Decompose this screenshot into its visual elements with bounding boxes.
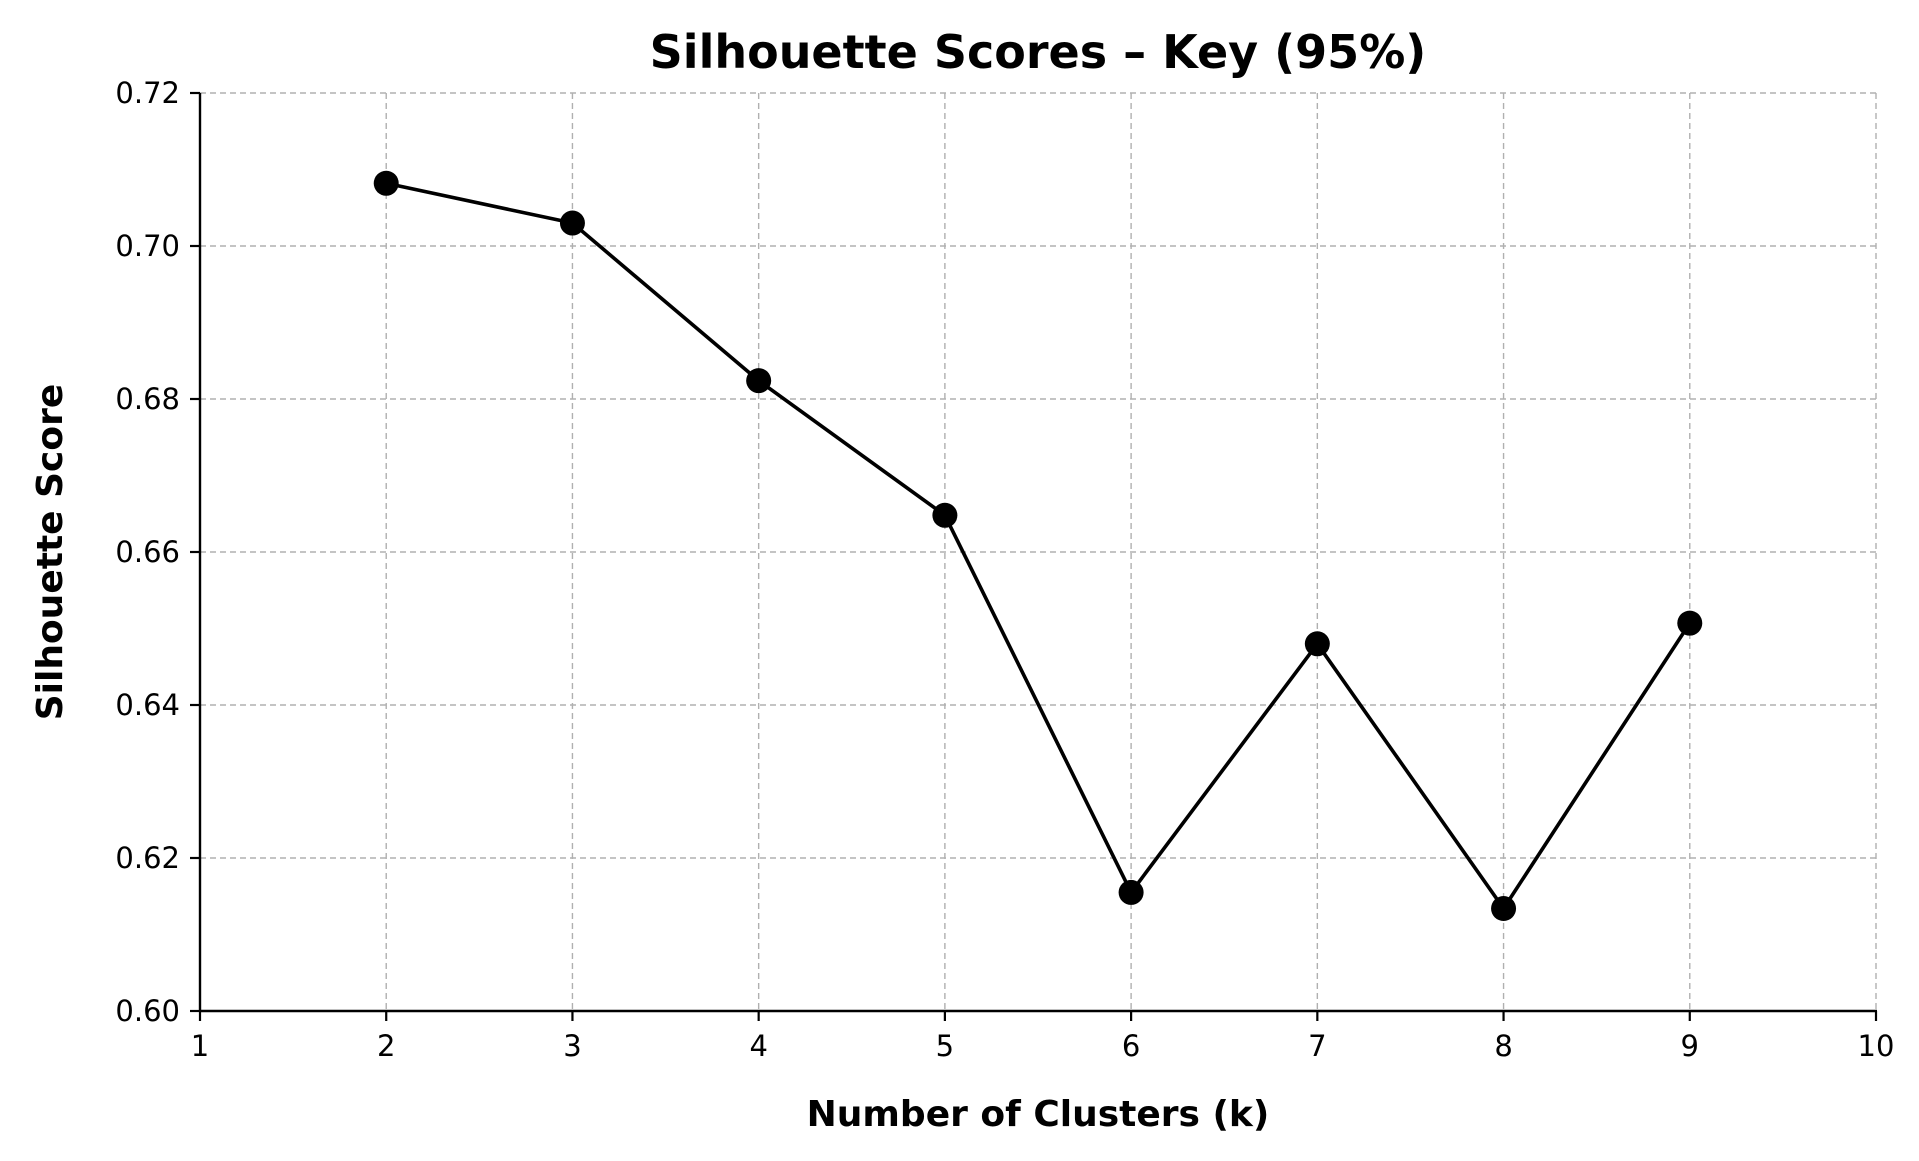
y-tick-label: 0.60 xyxy=(115,994,180,1028)
y-tick-label: 0.64 xyxy=(115,688,180,722)
x-tick-label: 4 xyxy=(749,1029,767,1063)
data-point xyxy=(1118,879,1144,905)
y-tick-label: 0.70 xyxy=(115,229,180,263)
x-tick-label: 2 xyxy=(377,1029,395,1063)
series xyxy=(373,170,1703,921)
chart-title: Silhouette Scores – Key (95%) xyxy=(650,25,1427,79)
y-tick-label: 0.66 xyxy=(115,535,180,569)
x-tick-label: 6 xyxy=(1122,1029,1140,1063)
y-tick-label: 0.72 xyxy=(115,76,180,110)
series-line xyxy=(385,181,1692,911)
x-tick-label: 3 xyxy=(563,1029,581,1063)
data-point xyxy=(1304,631,1330,657)
ticks: 1 2 3 4 5 6 7 8 9 10 0.60 0.62 0.64 0.66 0.68 0.70 0.72 xyxy=(115,76,1894,1063)
data-point xyxy=(1491,895,1517,921)
data-point xyxy=(1677,610,1703,636)
data-point xyxy=(559,210,585,236)
y-tick-label: 0.62 xyxy=(115,841,180,875)
data-point xyxy=(932,502,958,528)
data-point xyxy=(373,170,399,196)
x-tick-label: 5 xyxy=(936,1029,954,1063)
x-tick-label: 9 xyxy=(1681,1029,1699,1063)
y-tick-label: 0.68 xyxy=(115,382,180,416)
y-axis-title: Silhouette Score xyxy=(30,384,71,721)
x-tick-label: 7 xyxy=(1308,1029,1326,1063)
x-tick-label: 8 xyxy=(1494,1029,1512,1063)
grid xyxy=(199,92,1877,1012)
x-tick-label: 1 xyxy=(191,1029,209,1063)
x-axis-title: Number of Clusters (k) xyxy=(807,1094,1270,1135)
data-point xyxy=(746,368,772,394)
x-tick-label: 10 xyxy=(1858,1029,1895,1063)
